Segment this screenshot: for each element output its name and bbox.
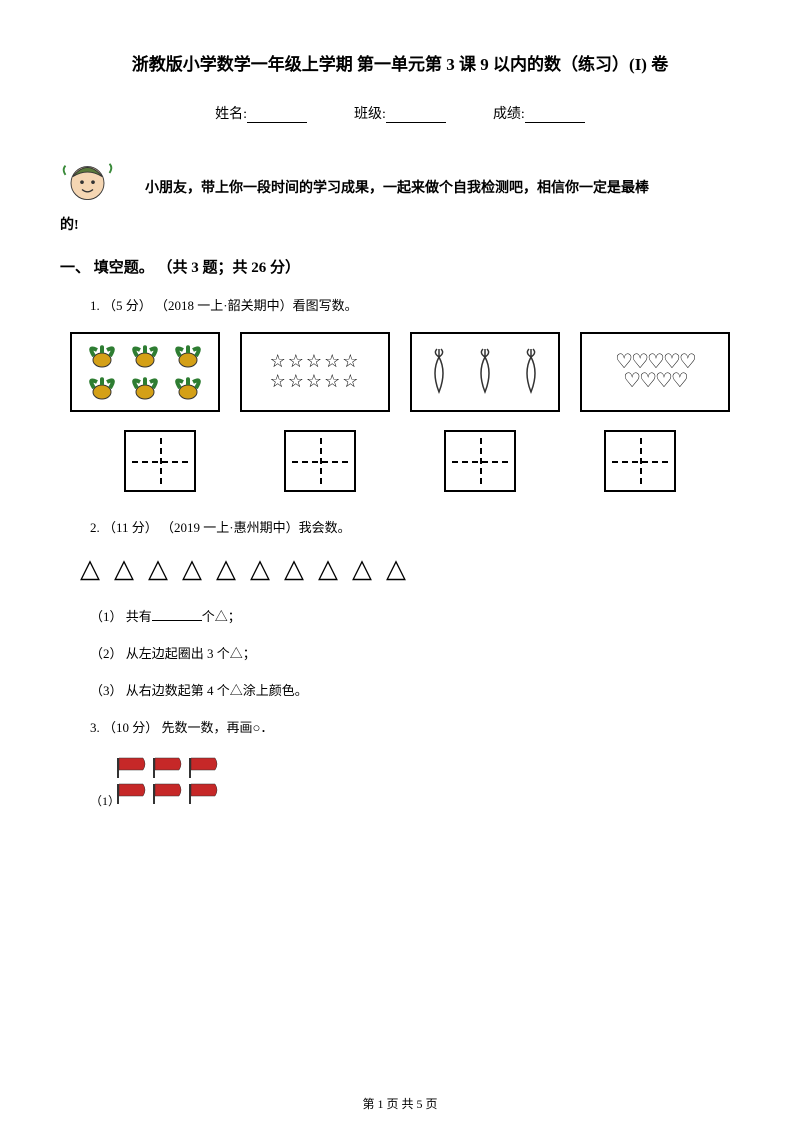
answer-box-3[interactable] bbox=[444, 430, 516, 492]
q1-box-corn bbox=[70, 332, 220, 412]
encourage-text-1: 小朋友，带上你一段时间的学习成果，一起来做个自我检测吧，相信你一定是最棒 bbox=[145, 148, 649, 206]
q1-box-carrots bbox=[410, 332, 560, 412]
name-blank[interactable] bbox=[247, 109, 307, 123]
page-footer: 第 1 页 共 5 页 bbox=[0, 1095, 800, 1112]
answer-boxes-row bbox=[80, 430, 720, 492]
encourage-text-2: 的! bbox=[60, 214, 740, 234]
class-label: 班级: bbox=[354, 107, 386, 122]
section-1-header: 一、 填空题。 （共 3 题；共 26 分） bbox=[60, 256, 740, 277]
heart-row-1: ♡♡♡♡♡ bbox=[615, 353, 695, 372]
q1-box-hearts: ♡♡♡♡♡ ♡♡♡♡ bbox=[580, 332, 730, 412]
answer-box-2[interactable] bbox=[284, 430, 356, 492]
triangle-row: △△△△△△△△△△ bbox=[80, 554, 720, 584]
class-blank[interactable] bbox=[386, 109, 446, 123]
question-1: 1. （5 分） （2018 一上·韶关期中）看图写数。 bbox=[90, 295, 740, 314]
answer-box-4[interactable] bbox=[604, 430, 676, 492]
q2-sub-1: （1） 共有 个△； bbox=[90, 606, 740, 625]
name-label: 姓名: bbox=[215, 107, 247, 122]
mascot-icon bbox=[60, 151, 115, 206]
star-row-2: ☆☆☆☆☆ bbox=[270, 372, 361, 392]
q2-1-blank[interactable] bbox=[152, 609, 202, 621]
star-row-1: ☆☆☆☆☆ bbox=[270, 352, 361, 372]
answer-box-1[interactable] bbox=[124, 430, 196, 492]
question-3: 3. （10 分） 先数一数，再画○． bbox=[90, 717, 740, 736]
mascot-row: 小朋友，带上你一段时间的学习成果，一起来做个自我检测吧，相信你一定是最棒 bbox=[60, 148, 740, 206]
page-title: 浙教版小学数学一年级上学期 第一单元第 3 课 9 以内的数（练习）(I) 卷 bbox=[60, 50, 740, 75]
q1-box-stars: ☆☆☆☆☆ ☆☆☆☆☆ bbox=[240, 332, 390, 412]
q2-sub-2: （2） 从左边起圈出 3 个△； bbox=[90, 643, 740, 662]
q2-1-a: （1） 共有 bbox=[90, 609, 152, 624]
heart-row-2: ♡♡♡♡ bbox=[623, 372, 687, 391]
q2-1-b: 个△； bbox=[202, 609, 241, 624]
q1-image-row: ☆☆☆☆☆ ☆☆☆☆☆ ♡♡♡♡♡ ♡♡♡♡ bbox=[70, 332, 730, 412]
info-line: 姓名: 班级: 成绩: bbox=[60, 103, 740, 123]
score-blank[interactable] bbox=[525, 109, 585, 123]
score-label: 成绩: bbox=[493, 107, 525, 122]
question-2: 2. （11 分） （2019 一上·惠州期中）我会数。 bbox=[90, 517, 740, 536]
q2-sub-3: （3） 从右边数起第 4 个△涂上颜色。 bbox=[90, 680, 740, 699]
